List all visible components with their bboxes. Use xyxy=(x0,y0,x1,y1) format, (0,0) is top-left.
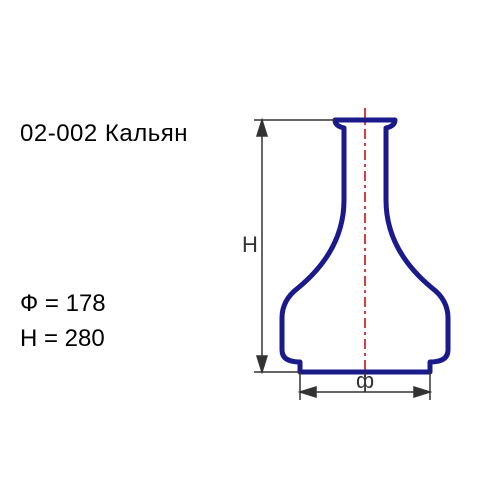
product-title: 02-002 Кальян xyxy=(20,120,188,148)
phi-symbol: ф xyxy=(356,368,374,393)
h-symbol: H xyxy=(242,232,258,257)
h-dimension xyxy=(254,120,335,372)
phi-dimension-text: Ф = 178 xyxy=(20,290,106,318)
h-dimension-text: Н = 280 xyxy=(20,325,105,353)
technical-diagram: H ф xyxy=(240,100,490,420)
